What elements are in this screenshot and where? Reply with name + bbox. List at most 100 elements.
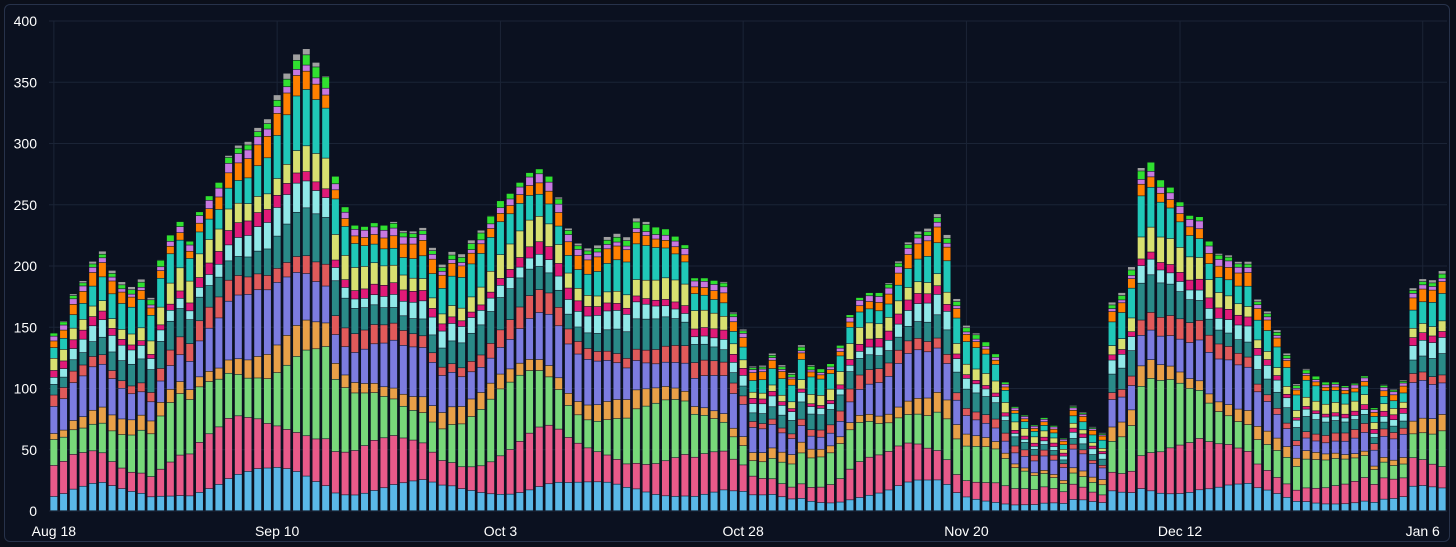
bar-segment[interactable] bbox=[1273, 338, 1281, 347]
bar-segment[interactable] bbox=[506, 494, 514, 511]
bar-segment[interactable] bbox=[1312, 413, 1320, 420]
bar-stack[interactable] bbox=[448, 251, 456, 511]
bar-segment[interactable] bbox=[623, 368, 631, 400]
bar-segment[interactable] bbox=[225, 188, 233, 209]
bar-segment[interactable] bbox=[603, 455, 611, 482]
bar-segment[interactable] bbox=[652, 247, 660, 280]
bar-segment[interactable] bbox=[1137, 456, 1145, 489]
bar-segment[interactable] bbox=[1069, 468, 1077, 473]
bar-segment[interactable] bbox=[865, 309, 873, 323]
bar-segment[interactable] bbox=[661, 299, 669, 306]
bar-segment[interactable] bbox=[933, 217, 941, 222]
bar-segment[interactable] bbox=[1176, 291, 1184, 319]
bar-segment[interactable] bbox=[1438, 274, 1446, 278]
bar-stack[interactable] bbox=[380, 225, 388, 511]
bar-segment[interactable] bbox=[147, 392, 155, 402]
bar-segment[interactable] bbox=[1409, 298, 1417, 310]
bar-segment[interactable] bbox=[807, 370, 815, 372]
bar-segment[interactable] bbox=[302, 49, 310, 55]
bar-segment[interactable] bbox=[885, 490, 893, 511]
bar-stack[interactable] bbox=[1409, 288, 1417, 511]
bar-segment[interactable] bbox=[1021, 428, 1029, 436]
bar-segment[interactable] bbox=[1360, 451, 1368, 456]
bar-segment[interactable] bbox=[195, 254, 203, 278]
bar-segment[interactable] bbox=[1341, 422, 1349, 433]
bar-segment[interactable] bbox=[671, 496, 679, 511]
bar-segment[interactable] bbox=[390, 236, 398, 248]
bar-segment[interactable] bbox=[797, 353, 805, 360]
bar-stack[interactable] bbox=[953, 298, 961, 511]
bar-segment[interactable] bbox=[118, 488, 126, 511]
bar-segment[interactable] bbox=[1273, 392, 1281, 409]
bar-segment[interactable] bbox=[827, 389, 835, 401]
bar-segment[interactable] bbox=[904, 254, 912, 269]
bar-stack[interactable] bbox=[419, 227, 427, 511]
bar-segment[interactable] bbox=[50, 395, 58, 407]
bar-segment[interactable] bbox=[545, 204, 553, 224]
bar-segment[interactable] bbox=[254, 132, 262, 137]
bar-segment[interactable] bbox=[729, 393, 737, 428]
bar-segment[interactable] bbox=[1360, 386, 1368, 395]
bar-segment[interactable] bbox=[254, 196, 262, 213]
bar-segment[interactable] bbox=[827, 373, 835, 389]
bar-segment[interactable] bbox=[632, 360, 640, 390]
bar-segment[interactable] bbox=[128, 345, 136, 350]
bar-segment[interactable] bbox=[496, 254, 504, 279]
bar-segment[interactable] bbox=[108, 281, 116, 294]
bar-segment[interactable] bbox=[1050, 425, 1058, 427]
bar-segment[interactable] bbox=[108, 415, 116, 431]
bar-segment[interactable] bbox=[477, 244, 485, 254]
bar-stack[interactable] bbox=[50, 333, 58, 511]
bar-segment[interactable] bbox=[496, 285, 504, 298]
bar-segment[interactable] bbox=[1205, 241, 1213, 246]
bar-segment[interactable] bbox=[361, 349, 369, 384]
bar-segment[interactable] bbox=[1419, 372, 1427, 381]
bar-segment[interactable] bbox=[79, 428, 87, 453]
bar-segment[interactable] bbox=[778, 367, 786, 370]
bar-segment[interactable] bbox=[1438, 321, 1446, 332]
bar-segment[interactable] bbox=[370, 490, 378, 511]
bar-segment[interactable] bbox=[128, 364, 136, 386]
bar-segment[interactable] bbox=[933, 286, 941, 295]
bar-segment[interactable] bbox=[205, 219, 213, 240]
bar-segment[interactable] bbox=[982, 482, 990, 501]
bar-segment[interactable] bbox=[477, 287, 485, 305]
bar-segment[interactable] bbox=[545, 484, 553, 511]
bar-segment[interactable] bbox=[1254, 369, 1262, 384]
bar-segment[interactable] bbox=[1166, 193, 1174, 200]
bar-segment[interactable] bbox=[1263, 311, 1271, 314]
bar-segment[interactable] bbox=[341, 280, 349, 288]
bar-segment[interactable] bbox=[1021, 421, 1029, 429]
bar-segment[interactable] bbox=[759, 399, 767, 404]
bar-segment[interactable] bbox=[924, 480, 932, 511]
bar-segment[interactable] bbox=[166, 365, 174, 389]
bar-segment[interactable] bbox=[778, 378, 786, 395]
bar-segment[interactable] bbox=[467, 399, 475, 417]
bar-segment[interactable] bbox=[817, 375, 825, 379]
bar-segment[interactable] bbox=[574, 354, 582, 402]
bar-segment[interactable] bbox=[331, 190, 339, 199]
bar-segment[interactable] bbox=[380, 249, 388, 266]
bar-segment[interactable] bbox=[283, 79, 291, 87]
bar-segment[interactable] bbox=[273, 113, 281, 136]
bar-segment[interactable] bbox=[526, 177, 534, 186]
bar-stack[interactable] bbox=[1244, 261, 1252, 511]
bar-segment[interactable] bbox=[904, 353, 912, 401]
bar-segment[interactable] bbox=[438, 314, 446, 324]
bar-stack[interactable] bbox=[924, 228, 932, 511]
bar-segment[interactable] bbox=[166, 310, 174, 321]
bar-segment[interactable] bbox=[545, 425, 553, 484]
bar-segment[interactable] bbox=[147, 358, 155, 370]
bar-segment[interactable] bbox=[1399, 428, 1407, 434]
bar-segment[interactable] bbox=[234, 203, 242, 223]
bar-stack[interactable] bbox=[982, 342, 990, 511]
bar-segment[interactable] bbox=[118, 285, 126, 289]
bar-segment[interactable] bbox=[865, 421, 873, 457]
bar-segment[interactable] bbox=[1409, 360, 1417, 374]
bar-segment[interactable] bbox=[555, 290, 563, 307]
bar-segment[interactable] bbox=[108, 273, 116, 277]
bar-segment[interactable] bbox=[817, 379, 825, 396]
bar-segment[interactable] bbox=[894, 324, 902, 337]
bar-segment[interactable] bbox=[487, 462, 495, 494]
bar-segment[interactable] bbox=[1419, 281, 1427, 285]
